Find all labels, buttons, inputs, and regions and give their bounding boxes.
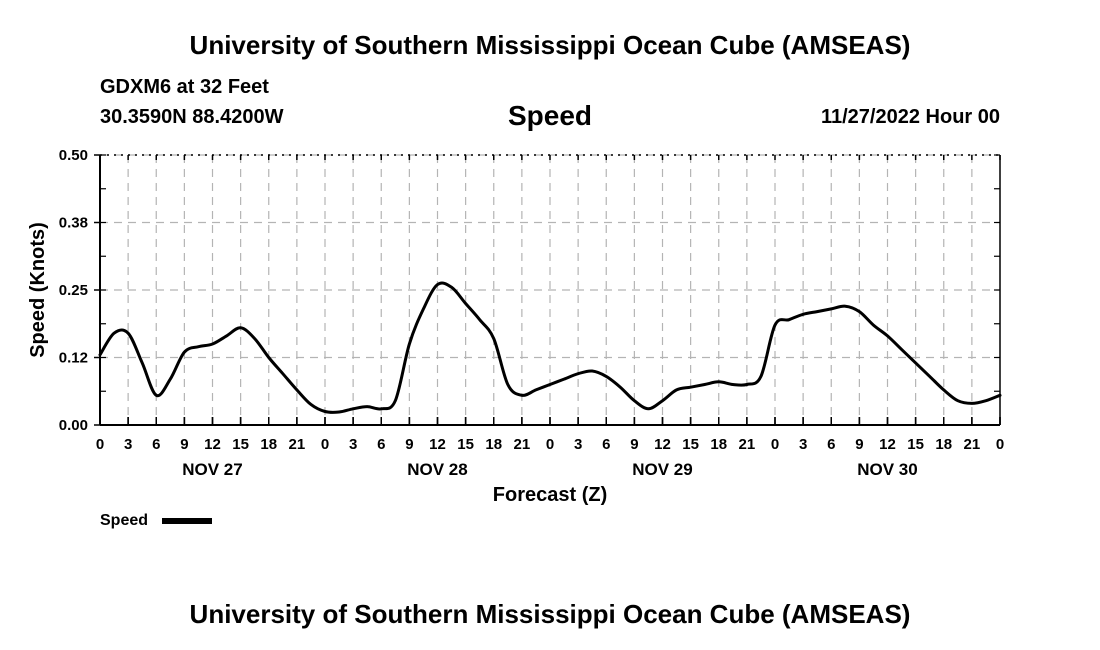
x-tick-label: 15 (682, 436, 699, 453)
forecast-datetime: 11/27/2022 Hour 00 (820, 106, 1000, 128)
x-tick-label: 18 (710, 436, 727, 453)
day-label: NOV 27 (182, 460, 242, 479)
x-tick-label: 18 (485, 436, 502, 453)
x-tick-label: 18 (935, 436, 952, 453)
x-tick-label: 21 (739, 436, 756, 453)
chart-title: Speed (507, 100, 593, 131)
day-label: NOV 28 (407, 460, 467, 479)
x-tick-label: 9 (405, 436, 413, 453)
x-tick-label: 3 (124, 436, 132, 453)
x-tick-label: 0 (771, 436, 779, 453)
footer-title: University of Southern Mississippi Ocean… (189, 599, 911, 629)
x-tick-label: 9 (180, 436, 188, 453)
x-tick-label: 3 (349, 436, 357, 453)
x-tick-label: 6 (827, 436, 835, 453)
legend-label: Speed (100, 512, 148, 529)
y-tick-label: 0.00 (59, 417, 88, 434)
x-tick-label: 6 (602, 436, 610, 453)
x-tick-label: 12 (654, 436, 671, 453)
x-tick-label: 12 (879, 436, 896, 453)
coordinates-label: 30.3590N 88.4200W (100, 106, 284, 128)
x-tick-label: 18 (260, 436, 277, 453)
x-tick-label: 15 (232, 436, 249, 453)
y-axis-label: Speed (Knots) (27, 222, 49, 358)
x-tick-label: 9 (855, 436, 863, 453)
x-axis-label: Forecast (Z) (493, 484, 607, 506)
x-tick-label: 0 (96, 436, 104, 453)
y-tick-label: 0.25 (59, 282, 88, 299)
x-tick-label: 12 (429, 436, 446, 453)
y-tick-label: 0.38 (59, 215, 88, 232)
station-label: GDXM6 at 32 Feet (100, 76, 269, 98)
x-tick-label: 15 (457, 436, 474, 453)
x-tick-label: 6 (152, 436, 160, 453)
x-tick-label: 21 (964, 436, 981, 453)
day-label: NOV 29 (632, 460, 692, 479)
series-line-speed (98, 281, 1002, 414)
main-title: University of Southern Mississippi Ocean… (189, 30, 911, 60)
speed-chart: 0 3 6 9 12 15 18 21 0 3 6 9 12 15 18 21 0 3 6 9 12 15 18 21 0 3 6 9… (27, 147, 1004, 529)
x-tick-label: 21 (289, 436, 306, 453)
grid (100, 154, 1000, 425)
x-tick-label: 3 (574, 436, 582, 453)
y-tick-label: 0.12 (59, 350, 88, 367)
x-tick-label: 6 (377, 436, 385, 453)
x-tick-label: 15 (907, 436, 924, 453)
x-tick-label: 0 (546, 436, 554, 453)
x-tick-label: 9 (630, 436, 638, 453)
x-tick-label: 12 (204, 436, 221, 453)
day-label: NOV 30 (857, 460, 917, 479)
series-layer (98, 281, 1002, 414)
x-tick-label: 3 (799, 436, 807, 453)
x-tick-label: 0 (321, 436, 329, 453)
legend: Speed (100, 512, 212, 529)
y-tick-label: 0.50 (59, 147, 88, 164)
x-tick-label: 21 (514, 436, 531, 453)
x-tick-label: 0 (996, 436, 1004, 453)
ticks: 0 3 6 9 12 15 18 21 0 3 6 9 12 15 18 21 0 3 6 9 12 15 18 21 0 3 6 9… (59, 147, 1004, 479)
